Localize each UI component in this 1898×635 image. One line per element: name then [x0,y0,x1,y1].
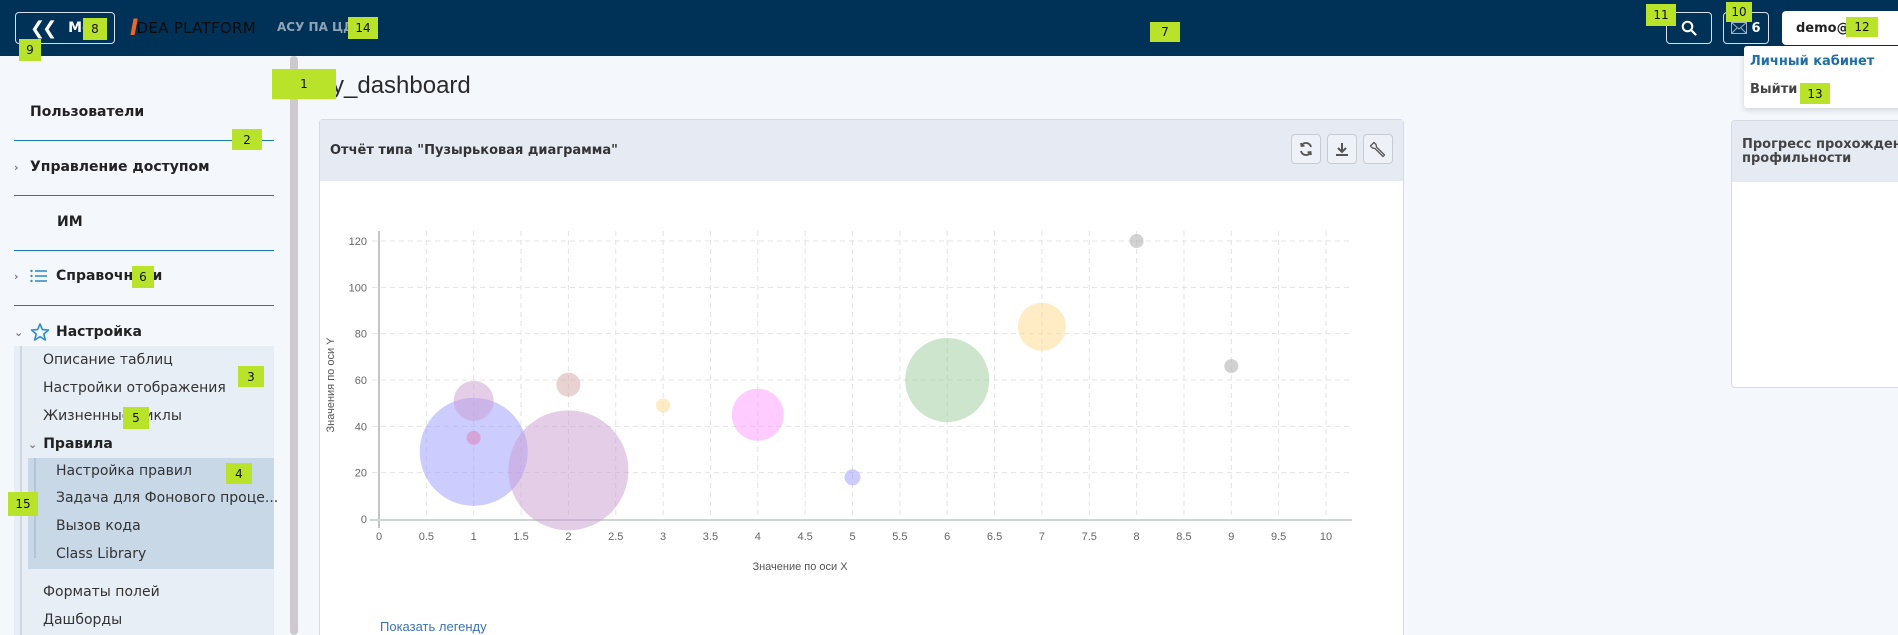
annotation-badge: 4 [226,463,252,484]
sidebar-item-field-formats[interactable]: Форматы полей [43,584,160,600]
wrench-icon [1369,141,1386,158]
logo-mark: I [130,15,139,41]
sidebar-item-label: ИМ [57,214,83,230]
annotation-badge: 6 [132,266,154,288]
chevron-down-icon: ⌄ [14,325,24,339]
bubble-chart-card: Отчёт типа "Пузырьковая диаграмма" [319,119,1404,635]
menu-item-personal-cabinet[interactable]: Личный кабинет [1750,54,1875,69]
card-title: Отчёт типа "Пузырьковая диаграмма" [330,142,618,158]
card-title-line2: профильности [1742,151,1852,166]
show-legend-link[interactable]: Показать легенду [380,619,487,634]
sidebar-item-access-control[interactable]: › Управление доступом [14,159,274,175]
bubble[interactable] [1017,302,1066,351]
sidebar-item-label: Управление доступом [30,159,210,175]
logo-text: DEA PLATFORM [136,19,256,37]
user-account-button[interactable]: demo@i .ru [1782,11,1898,45]
annotation-badge: 14 [348,17,378,39]
download-icon [1336,143,1348,156]
bubble[interactable] [508,410,629,531]
card-header: Прогресс прохожден профильности [1732,121,1898,182]
chevron-down-icon: ⌄ [28,438,38,451]
star-icon [30,323,50,341]
annotation-badge: 1 [272,69,336,99]
sidebar-item-label: Правила [43,436,113,452]
divider [14,140,274,141]
annotation-badge: 8 [83,18,107,40]
settings-button[interactable] [1363,134,1393,164]
sidebar-item-lifecycles[interactable]: Жизненные циклы [43,408,182,424]
bubble[interactable] [656,398,671,413]
annotation-badge: 9 [19,39,41,61]
annotation-badge: 11 [1646,4,1676,26]
top-bar: ❮❮ Me I DEA PLATFORM АСУ ПА ЦД 6 demo@i … [0,0,1898,56]
sidebar-scrollbar[interactable] [290,56,298,635]
card-title-line1: Прогресс прохожден [1742,137,1898,152]
page-title: my_dashboard [312,72,471,99]
bubble[interactable] [731,388,784,441]
sidebar-item-table-description[interactable]: Описание таблиц [43,352,173,368]
sidebar-item-settings[interactable]: ⌄ Настройка [14,323,274,341]
sidebar-item-background-task[interactable]: Задача для Фонового проце... [56,490,279,506]
menu-item-logout[interactable]: Выйти [1750,82,1798,97]
annotation-badge: 2 [232,129,262,150]
mail-icon [1731,22,1748,34]
progress-card: Прогресс прохожден профильности [1731,120,1898,388]
notification-count: 6 [1751,20,1761,36]
rules-submenu: Настройка правил Задача для Фонового про… [28,458,278,569]
refresh-button[interactable] [1291,134,1321,164]
sidebar-item-rules-setup[interactable]: Настройка правил [56,463,192,479]
annotation-badge: 5 [123,407,149,429]
divider [14,195,274,196]
search-button[interactable] [1666,12,1712,44]
annotation-badge: 15 [8,492,38,516]
bubble[interactable] [466,430,481,445]
annotation-badge: 7 [1150,22,1180,42]
app-name[interactable]: АСУ ПА ЦД [277,20,354,34]
bubble[interactable] [905,338,990,422]
divider [14,250,274,251]
list-icon [30,269,47,283]
annotation-badge: 10 [1726,2,1752,22]
tree-line [20,346,22,635]
annotation-badge: 12 [1846,17,1878,37]
annotation-badge: 3 [238,366,264,387]
bubble[interactable] [1129,234,1144,248]
double-chevron-left-icon: ❮❮ [30,17,57,39]
bubble[interactable] [556,372,581,397]
sidebar-item-rules[interactable]: ⌄ Правила [28,436,113,452]
divider [14,305,274,306]
bubble[interactable] [419,397,528,506]
sidebar-item-im[interactable]: ИМ [57,214,317,230]
chevron-right-icon: › [14,160,19,174]
sidebar-item-display-settings[interactable]: Настройки отображения [43,380,226,396]
bubble[interactable] [844,469,861,486]
card-header: Отчёт типа "Пузырьковая диаграмма" [320,120,1403,181]
chevron-right-icon: › [14,269,19,283]
refresh-icon [1300,142,1312,156]
download-button[interactable] [1327,134,1357,164]
sidebar-item-users[interactable]: Пользователи [30,104,290,120]
sidebar-item-label: Пользователи [30,104,145,120]
sidebar-item-label: Настройка [56,324,142,340]
bubble[interactable] [453,380,494,421]
logo[interactable]: I DEA PLATFORM [130,14,256,42]
sidebar-item-class-library[interactable]: Class Library [56,546,147,562]
annotation-badge: 13 [1800,83,1830,104]
sidebar-item-dashboards[interactable]: Дашборды [43,612,123,628]
sidebar-item-code-call[interactable]: Вызов кода [56,518,141,534]
bubble[interactable] [1224,359,1239,374]
search-icon [1681,20,1697,36]
